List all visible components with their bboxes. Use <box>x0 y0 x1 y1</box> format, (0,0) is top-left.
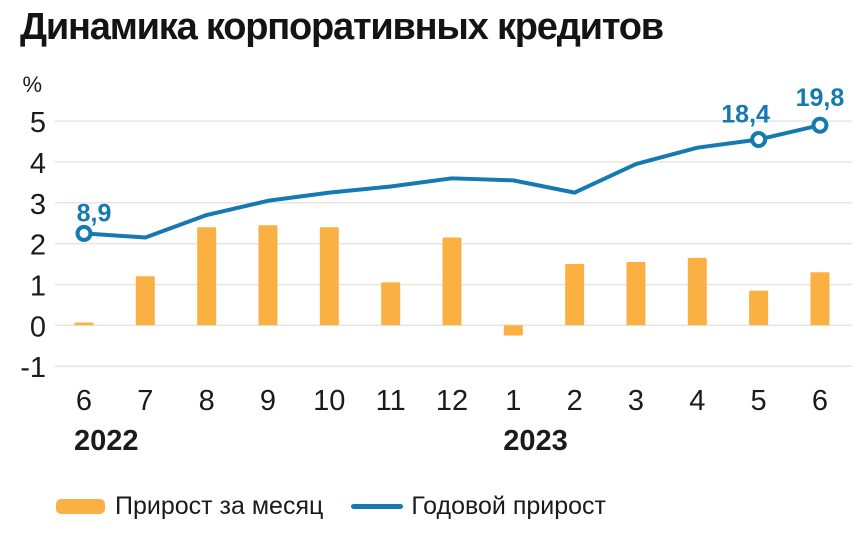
x-axis-label: 3 <box>628 385 644 417</box>
legend-label-annual-growth: Годовой прирост <box>411 491 607 520</box>
bar-monthly-growth <box>442 237 462 326</box>
data-point-label: 19,8 <box>796 84 845 112</box>
line-series-swatch <box>351 503 404 509</box>
y-axis-label: 3 <box>30 189 46 221</box>
x-axis-label: 2 <box>567 385 583 417</box>
chart-legend: Прирост за месяц Годовой прирост <box>56 491 606 521</box>
bar-monthly-growth <box>197 227 217 326</box>
x-axis-label: 5 <box>751 385 767 417</box>
chart-title: Динамика корпоративных кредитов <box>20 6 664 48</box>
x-axis-label: 1 <box>505 385 521 417</box>
bar-monthly-growth <box>135 276 155 326</box>
y-axis-label: 2 <box>30 230 46 262</box>
data-point-label: 18,4 <box>721 101 770 129</box>
y-axis-label: -1 <box>20 352 46 384</box>
x-axis-label: 4 <box>689 385 705 417</box>
bar-monthly-growth <box>74 322 94 326</box>
bar-monthly-growth <box>258 225 278 326</box>
bar-series-swatch <box>56 498 105 514</box>
x-axis-label: 8 <box>199 385 215 417</box>
y-axis-label: 5 <box>30 107 46 139</box>
data-point-label: 8,9 <box>77 199 112 227</box>
x-axis-label: 9 <box>260 385 276 417</box>
x-axis-label: 10 <box>313 385 345 417</box>
bar-monthly-growth <box>810 272 830 326</box>
y-axis-unit-label: % <box>22 72 42 97</box>
data-point-marker <box>811 116 829 134</box>
bar-monthly-growth <box>381 282 401 326</box>
legend-item-monthly-growth: Прирост за месяц <box>56 492 323 521</box>
bar-monthly-growth <box>687 257 707 326</box>
legend-item-annual-growth: Годовой прирост <box>351 492 606 521</box>
y-axis-label: 4 <box>30 148 46 180</box>
bar-monthly-growth <box>626 262 646 326</box>
bar-monthly-growth <box>503 325 523 336</box>
data-point-marker <box>75 224 93 242</box>
y-axis-label: 1 <box>30 270 46 302</box>
legend-label-monthly-growth: Прирост за месяц <box>115 491 324 520</box>
year-label: 2022 <box>74 425 139 457</box>
annual-growth-line <box>82 123 822 240</box>
data-point-marker <box>750 131 768 149</box>
x-axis-label: 6 <box>76 385 92 417</box>
year-label: 2023 <box>503 425 568 457</box>
x-axis-label: 6 <box>812 385 828 417</box>
bar-monthly-growth <box>749 290 769 326</box>
x-axis-label: 11 <box>376 385 406 417</box>
x-axis-label: 7 <box>137 385 153 417</box>
bar-monthly-growth <box>565 264 585 326</box>
bar-monthly-growth <box>319 227 339 326</box>
y-axis-label: 0 <box>30 311 46 343</box>
x-axis-label: 12 <box>436 385 468 417</box>
